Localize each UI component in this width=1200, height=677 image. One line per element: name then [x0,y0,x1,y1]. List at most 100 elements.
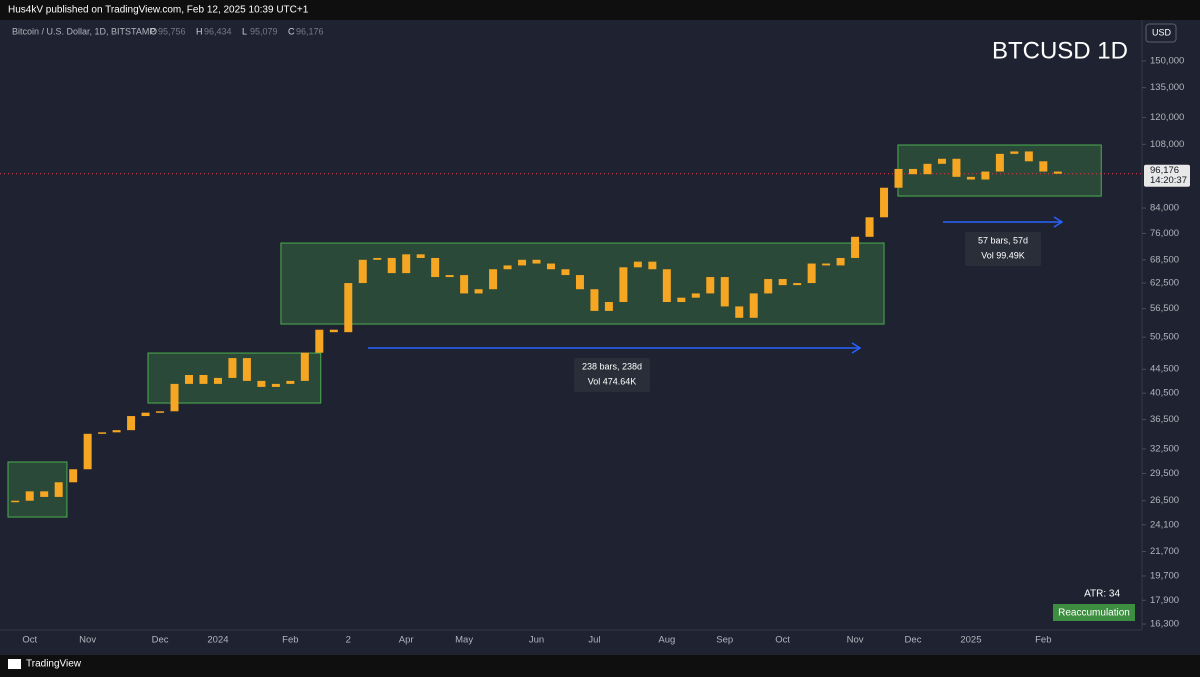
candle [937,158,946,164]
candle [590,289,599,311]
y-tick-label: 40,500 [1150,388,1179,399]
candle [112,430,121,433]
x-tick-label: May [455,635,473,646]
x-tick-label: Jul [588,635,600,646]
y-tick-label: 32,500 [1150,443,1179,454]
candle [619,267,628,303]
y-tick-label: 24,100 [1150,519,1179,530]
footer-logo[interactable] [8,659,21,669]
x-tick-label: Apr [399,635,414,646]
ohlc-key: O [150,26,157,36]
candle [778,279,787,286]
candle [518,259,527,266]
candle [373,257,382,260]
candle [98,432,107,434]
footer[interactable]: TradingView [26,659,82,670]
x-tick-label: Feb [282,635,298,646]
header: Hus4kV published on TradingView.com, Feb… [8,5,309,16]
candle [11,500,20,503]
last-price-box [1144,164,1190,187]
candle [54,482,63,497]
y-tick-label: 150,000 [1150,55,1184,66]
candle [894,168,903,188]
ohlc-value: 96,176 [296,26,324,36]
candle [952,158,961,177]
candle [793,283,802,286]
y-tick-label: 44,500 [1150,364,1179,375]
measure-box [965,232,1041,266]
measure-vol: Vol 474.64K [588,376,637,386]
candle [1024,151,1033,162]
y-tick-label: 56,500 [1150,303,1179,314]
x-tick-label: 2 [346,635,351,646]
candle [981,171,990,180]
chart-title: BTCUSD 1D [992,37,1128,64]
currency-box[interactable] [1145,23,1177,43]
candle [40,491,49,497]
countdown: 14:20:37 [1150,175,1187,186]
y-tick-label: 19,700 [1150,570,1179,581]
candle [865,217,874,237]
candle [1039,161,1048,172]
measure-vol: Vol 99.49K [981,250,1025,260]
candle [648,261,657,270]
measure-box [574,358,650,392]
ohlc-value: 96,434 [204,26,232,36]
candle [431,257,440,278]
x-tick-label: Aug [658,635,675,646]
tag-box [1053,604,1135,621]
candle [633,261,642,268]
x-tick-label: Sep [716,635,733,646]
candle [83,433,92,470]
candle [691,293,700,298]
tag: Reaccumulation [1058,608,1130,619]
candle [329,329,338,333]
candle [199,374,208,384]
candle [127,416,136,431]
candle [923,163,932,175]
candle [213,377,222,384]
candle [764,279,773,294]
y-tick-label: 29,500 [1150,468,1179,479]
candle [995,153,1004,172]
x-tick-label: Oct [22,635,37,646]
y-tick-label: 16,300 [1150,619,1179,630]
candle [836,257,845,266]
candle [257,380,266,387]
candle [315,329,324,353]
ohlc-value: 95,079 [250,26,278,36]
y-tick-label: 84,000 [1150,203,1179,214]
candle [402,254,411,274]
candle [880,187,889,218]
candle [909,168,917,175]
candle [677,297,686,303]
candle [416,254,425,258]
y-tick-label: 62,500 [1150,278,1179,289]
x-tick-label: Dec [152,635,169,646]
x-tick-label: Oct [775,635,790,646]
y-tick-label: 135,000 [1150,82,1184,93]
candle [532,259,541,264]
arrow-head [1053,216,1064,228]
candle [662,269,671,303]
candle [822,263,831,266]
candle [300,352,309,381]
candle [358,259,367,284]
candle [547,263,555,270]
x-tick-label: Dec [905,635,922,646]
candle [489,269,498,290]
candle [1010,151,1019,154]
currency[interactable]: USD [1152,27,1172,37]
candle [286,380,295,384]
x-tick-label: Nov [79,635,96,646]
ohlc-key: H [196,26,203,36]
candle [561,269,570,276]
candle [706,277,715,294]
y-tick-label: 76,000 [1150,228,1179,239]
plot-background [0,20,1200,655]
candle [460,275,469,294]
y-tick-label: 68,500 [1150,254,1179,265]
y-tick-label: 21,700 [1150,546,1179,557]
candle [387,257,396,274]
candle [185,374,193,384]
